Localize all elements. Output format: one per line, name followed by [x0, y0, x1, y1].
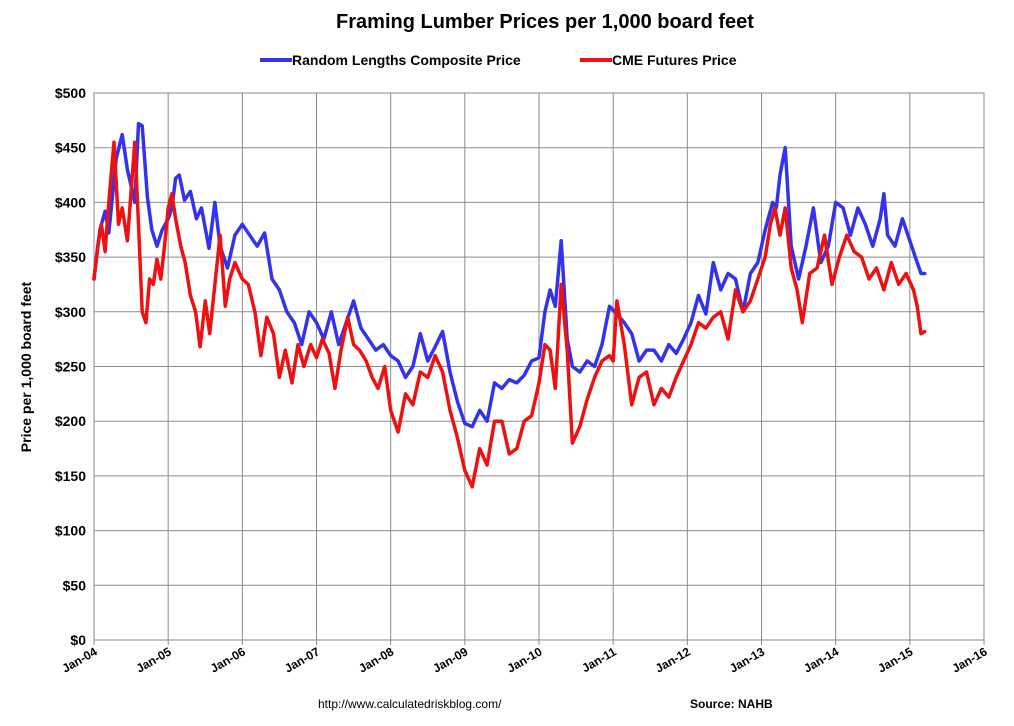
y-tick-label: $300 — [55, 304, 86, 320]
chart-title: Framing Lumber Prices per 1,000 board fe… — [336, 11, 754, 33]
legend: Random Lengths Composite Price CME Futur… — [260, 52, 737, 68]
y-tick-label: $500 — [55, 85, 86, 101]
legend-label-random-lengths: Random Lengths Composite Price — [292, 52, 521, 68]
y-tick-label: $100 — [55, 523, 86, 539]
x-tick-label: Jan-14 — [801, 644, 841, 675]
x-tick-label: Jan-08 — [356, 644, 396, 675]
x-tick-label: Jan-16 — [950, 644, 990, 675]
x-tick-label: Jan-05 — [134, 644, 174, 675]
legend-label-cme-futures: CME Futures Price — [612, 52, 737, 68]
y-axis-ticks: $0 $50 $100 $150 $200 $250 $300 $350 $400 $450 $50… — [55, 85, 86, 648]
x-tick-label: Jan-11 — [579, 644, 619, 675]
series-lines — [92, 121, 927, 489]
x-axis-ticks: Jan-04 Jan-05 Jan-06 Jan-07 Jan-08 Jan-09 Jan-… — [60, 640, 990, 676]
x-tick-label: Jan-09 — [430, 644, 470, 675]
y-tick-label: $50 — [63, 577, 87, 593]
gridlines — [94, 92, 984, 641]
x-tick-label: Jan-07 — [282, 644, 322, 675]
footer-url: http://www.calculatedriskblog.com/ — [318, 697, 502, 711]
x-tick-label: Jan-12 — [653, 644, 693, 675]
footer-source: Source: NAHB — [690, 697, 773, 711]
y-tick-label: $250 — [55, 359, 86, 375]
series-line-cme-futures — [92, 140, 927, 489]
y-axis-label: Price per 1,000 board feet — [18, 281, 34, 452]
y-tick-label: $350 — [55, 249, 86, 265]
y-tick-label: $450 — [55, 140, 86, 156]
x-tick-label: Jan-06 — [208, 644, 248, 675]
y-tick-label: $400 — [55, 194, 86, 210]
x-tick-label: Jan-15 — [875, 644, 915, 675]
x-tick-label: Jan-13 — [727, 644, 767, 675]
y-tick-label: $200 — [55, 413, 86, 429]
x-tick-label: Jan-10 — [505, 644, 545, 675]
series-line-random-lengths — [92, 121, 927, 429]
x-tick-label: Jan-04 — [60, 644, 100, 675]
y-tick-label: $150 — [55, 468, 86, 484]
y-tick-label: $0 — [70, 632, 86, 648]
